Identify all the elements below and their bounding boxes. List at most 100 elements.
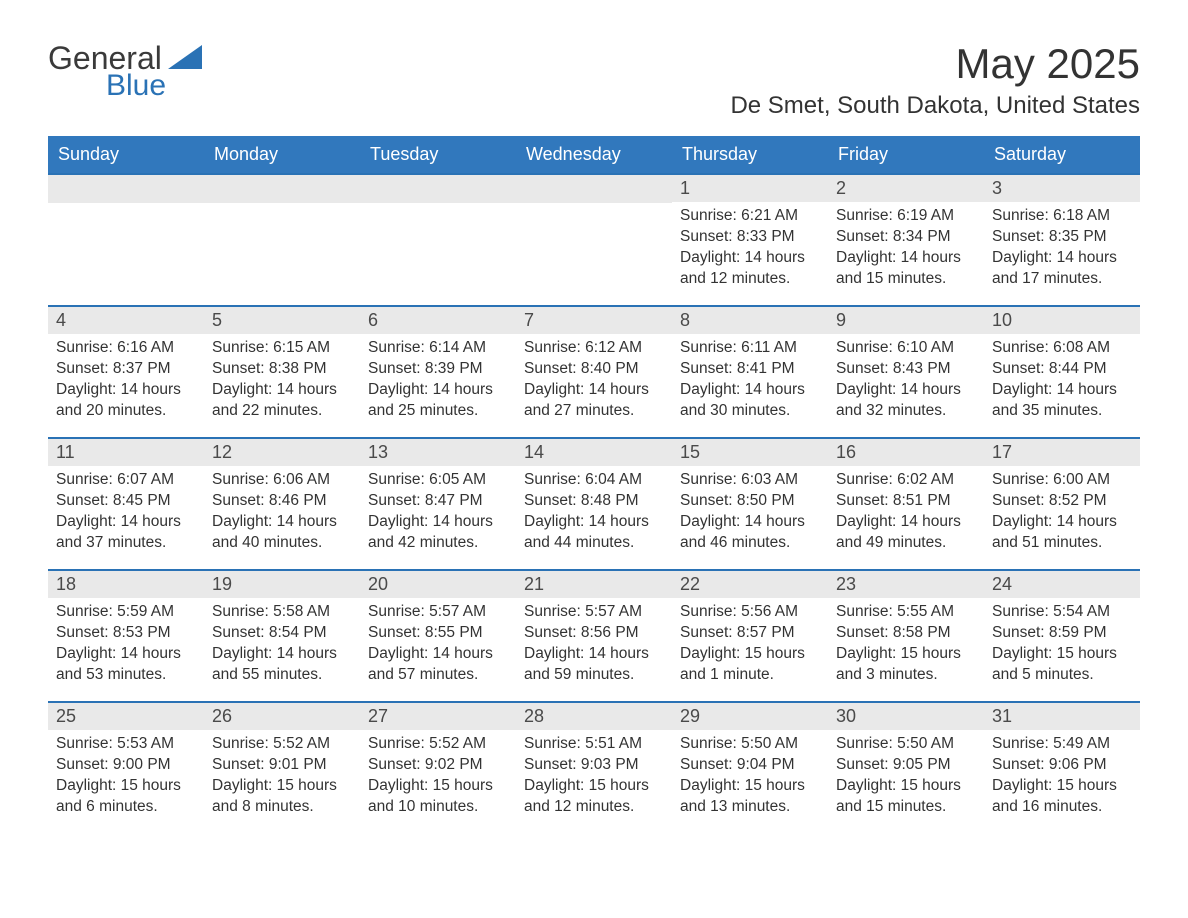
sunrise-text: Sunrise: 5:56 AM (680, 602, 820, 623)
day-body: Sunrise: 6:11 AMSunset: 8:41 PMDaylight:… (672, 334, 828, 426)
daylight-text: Daylight: 14 hours and 51 minutes. (992, 512, 1132, 554)
daylight-text: Daylight: 15 hours and 10 minutes. (368, 776, 508, 818)
date-number: 28 (516, 703, 672, 730)
daylight-text: Daylight: 15 hours and 8 minutes. (212, 776, 352, 818)
sunrise-text: Sunrise: 5:54 AM (992, 602, 1132, 623)
sunset-text: Sunset: 8:51 PM (836, 491, 976, 512)
sunrise-text: Sunrise: 5:49 AM (992, 734, 1132, 755)
day-body: Sunrise: 6:00 AMSunset: 8:52 PMDaylight:… (984, 466, 1140, 558)
sunset-text: Sunset: 9:03 PM (524, 755, 664, 776)
logo-text-blue: Blue (106, 69, 166, 103)
sunset-text: Sunset: 8:54 PM (212, 623, 352, 644)
sunset-text: Sunset: 8:33 PM (680, 227, 820, 248)
sunrise-text: Sunrise: 6:10 AM (836, 338, 976, 359)
day-body: Sunrise: 5:57 AMSunset: 8:56 PMDaylight:… (516, 598, 672, 690)
day-cell: 13Sunrise: 6:05 AMSunset: 8:47 PMDayligh… (360, 439, 516, 569)
day-cell: 2Sunrise: 6:19 AMSunset: 8:34 PMDaylight… (828, 175, 984, 305)
sunset-text: Sunset: 8:55 PM (368, 623, 508, 644)
day-body: Sunrise: 6:03 AMSunset: 8:50 PMDaylight:… (672, 466, 828, 558)
location: De Smet, South Dakota, United States (730, 92, 1140, 120)
day-cell: 18Sunrise: 5:59 AMSunset: 8:53 PMDayligh… (48, 571, 204, 701)
date-number: 4 (48, 307, 204, 334)
sunrise-text: Sunrise: 5:50 AM (680, 734, 820, 755)
dow-cell: Tuesday (360, 136, 516, 173)
day-cell: 3Sunrise: 6:18 AMSunset: 8:35 PMDaylight… (984, 175, 1140, 305)
date-number: 2 (828, 175, 984, 202)
day-body: Sunrise: 5:53 AMSunset: 9:00 PMDaylight:… (48, 730, 204, 822)
daylight-text: Daylight: 14 hours and 42 minutes. (368, 512, 508, 554)
day-cell: 30Sunrise: 5:50 AMSunset: 9:05 PMDayligh… (828, 703, 984, 833)
day-cell: 10Sunrise: 6:08 AMSunset: 8:44 PMDayligh… (984, 307, 1140, 437)
date-number: 5 (204, 307, 360, 334)
day-cell: 14Sunrise: 6:04 AMSunset: 8:48 PMDayligh… (516, 439, 672, 569)
sunset-text: Sunset: 8:35 PM (992, 227, 1132, 248)
day-body: Sunrise: 5:59 AMSunset: 8:53 PMDaylight:… (48, 598, 204, 690)
sunset-text: Sunset: 9:02 PM (368, 755, 508, 776)
sunset-text: Sunset: 8:34 PM (836, 227, 976, 248)
dow-cell: Wednesday (516, 136, 672, 173)
sunset-text: Sunset: 8:59 PM (992, 623, 1132, 644)
week-row: 4Sunrise: 6:16 AMSunset: 8:37 PMDaylight… (48, 305, 1140, 437)
date-number: 23 (828, 571, 984, 598)
date-number: 15 (672, 439, 828, 466)
daylight-text: Daylight: 15 hours and 3 minutes. (836, 644, 976, 686)
sunrise-text: Sunrise: 6:07 AM (56, 470, 196, 491)
sunrise-text: Sunrise: 6:11 AM (680, 338, 820, 359)
day-body: Sunrise: 5:54 AMSunset: 8:59 PMDaylight:… (984, 598, 1140, 690)
day-cell: 31Sunrise: 5:49 AMSunset: 9:06 PMDayligh… (984, 703, 1140, 833)
daylight-text: Daylight: 15 hours and 12 minutes. (524, 776, 664, 818)
date-number: 13 (360, 439, 516, 466)
daylight-text: Daylight: 14 hours and 20 minutes. (56, 380, 196, 422)
date-number: 25 (48, 703, 204, 730)
empty-date-bar (516, 175, 672, 203)
sunset-text: Sunset: 8:40 PM (524, 359, 664, 380)
day-body: Sunrise: 6:06 AMSunset: 8:46 PMDaylight:… (204, 466, 360, 558)
daylight-text: Daylight: 14 hours and 55 minutes. (212, 644, 352, 686)
day-body: Sunrise: 5:58 AMSunset: 8:54 PMDaylight:… (204, 598, 360, 690)
day-body: Sunrise: 6:08 AMSunset: 8:44 PMDaylight:… (984, 334, 1140, 426)
sunset-text: Sunset: 8:37 PM (56, 359, 196, 380)
sunrise-text: Sunrise: 6:14 AM (368, 338, 508, 359)
day-body: Sunrise: 6:10 AMSunset: 8:43 PMDaylight:… (828, 334, 984, 426)
empty-date-bar (360, 175, 516, 203)
daylight-text: Daylight: 14 hours and 30 minutes. (680, 380, 820, 422)
sunrise-text: Sunrise: 6:03 AM (680, 470, 820, 491)
daylight-text: Daylight: 15 hours and 1 minute. (680, 644, 820, 686)
daylight-text: Daylight: 15 hours and 6 minutes. (56, 776, 196, 818)
dow-cell: Friday (828, 136, 984, 173)
day-cell: 29Sunrise: 5:50 AMSunset: 9:04 PMDayligh… (672, 703, 828, 833)
empty-date-bar (48, 175, 204, 203)
title-block: May 2025 De Smet, South Dakota, United S… (730, 40, 1140, 130)
date-number: 29 (672, 703, 828, 730)
sunset-text: Sunset: 9:06 PM (992, 755, 1132, 776)
daylight-text: Daylight: 14 hours and 44 minutes. (524, 512, 664, 554)
daylight-text: Daylight: 15 hours and 5 minutes. (992, 644, 1132, 686)
day-cell: 6Sunrise: 6:14 AMSunset: 8:39 PMDaylight… (360, 307, 516, 437)
day-cell (48, 175, 204, 305)
day-body: Sunrise: 5:50 AMSunset: 9:04 PMDaylight:… (672, 730, 828, 822)
sunrise-text: Sunrise: 5:51 AM (524, 734, 664, 755)
date-number: 11 (48, 439, 204, 466)
day-cell: 15Sunrise: 6:03 AMSunset: 8:50 PMDayligh… (672, 439, 828, 569)
week-row: 1Sunrise: 6:21 AMSunset: 8:33 PMDaylight… (48, 173, 1140, 305)
sunrise-text: Sunrise: 5:52 AM (368, 734, 508, 755)
dow-cell: Saturday (984, 136, 1140, 173)
day-cell: 4 Sunrise: 6:16 AMSunset: 8:37 PMDaylight… (48, 307, 204, 437)
sunrise-text: Sunrise: 6:16 AM (56, 338, 196, 359)
sunset-text: Sunset: 8:44 PM (992, 359, 1132, 380)
date-number: 27 (360, 703, 516, 730)
sunset-text: Sunset: 8:43 PM (836, 359, 976, 380)
day-body: Sunrise: 6:12 AMSunset: 8:40 PMDaylight:… (516, 334, 672, 426)
sunrise-text: Sunrise: 6:12 AM (524, 338, 664, 359)
day-cell: 26Sunrise: 5:52 AMSunset: 9:01 PMDayligh… (204, 703, 360, 833)
sunrise-text: Sunrise: 5:50 AM (836, 734, 976, 755)
day-body: Sunrise: 5:50 AMSunset: 9:05 PMDaylight:… (828, 730, 984, 822)
day-body: Sunrise: 6:07 AMSunset: 8:45 PMDaylight:… (48, 466, 204, 558)
week-row: 25Sunrise: 5:53 AMSunset: 9:00 PMDayligh… (48, 701, 1140, 833)
date-number: 24 (984, 571, 1140, 598)
empty-date-bar (204, 175, 360, 203)
daylight-text: Daylight: 14 hours and 49 minutes. (836, 512, 976, 554)
daylight-text: Daylight: 14 hours and 46 minutes. (680, 512, 820, 554)
sunrise-text: Sunrise: 5:53 AM (56, 734, 196, 755)
date-number: 26 (204, 703, 360, 730)
